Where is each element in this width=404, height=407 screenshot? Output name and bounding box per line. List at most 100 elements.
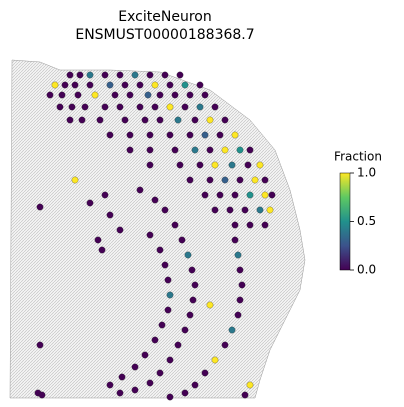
spot (221, 116, 229, 124)
spot (144, 91, 152, 99)
spot (246, 146, 254, 154)
spot (131, 71, 139, 79)
colorbar (339, 172, 351, 271)
spot (66, 71, 74, 79)
spot (236, 266, 244, 274)
spot (238, 281, 246, 289)
spot (246, 221, 254, 229)
spot (211, 103, 219, 111)
spot (106, 211, 114, 219)
spot (106, 381, 114, 389)
spot (236, 296, 244, 304)
spot (136, 103, 144, 111)
spot (78, 116, 86, 124)
spot (164, 276, 172, 284)
spot (36, 203, 44, 211)
spot (66, 116, 74, 124)
colorbar-tick-label: 0.0 (357, 263, 376, 277)
spot (156, 91, 164, 99)
spot (256, 161, 264, 169)
spot (191, 281, 199, 289)
spot (118, 373, 126, 381)
spot (151, 103, 159, 111)
spot (151, 196, 159, 204)
spot (206, 301, 214, 309)
spot (228, 326, 236, 334)
spot (121, 81, 129, 89)
spot (101, 71, 109, 79)
spot (191, 116, 199, 124)
spot (216, 191, 224, 199)
spot (216, 131, 224, 139)
spot (164, 306, 172, 314)
spot (136, 186, 144, 194)
spot (186, 131, 194, 139)
spot (86, 71, 94, 79)
spot (221, 146, 229, 154)
spot (166, 356, 174, 364)
spot (184, 251, 192, 259)
spot (231, 236, 239, 244)
spot (146, 379, 154, 387)
spot (211, 161, 219, 169)
spot (256, 206, 264, 214)
spot (221, 341, 229, 349)
spot (228, 161, 236, 169)
spot (241, 391, 249, 399)
spot (158, 321, 166, 329)
spot (161, 206, 169, 214)
spot (101, 103, 109, 111)
spot (231, 131, 239, 139)
spot (94, 236, 102, 244)
spot (201, 191, 209, 199)
chart-subtitle: ENSMUST00000188368.7 (75, 27, 254, 43)
spot (181, 81, 189, 89)
spot (176, 71, 184, 79)
spot (36, 341, 44, 349)
spot (196, 103, 204, 111)
spot (98, 246, 106, 254)
spot (46, 91, 54, 99)
spot (166, 103, 174, 111)
spot (71, 81, 79, 89)
spot (56, 103, 64, 111)
spot (76, 71, 84, 79)
spot (136, 81, 144, 89)
spot (166, 291, 174, 299)
spot (131, 386, 139, 394)
spot (174, 341, 182, 349)
spot (196, 81, 204, 89)
spot (241, 206, 249, 214)
spot (166, 131, 174, 139)
tissue (9, 59, 306, 399)
spot (201, 369, 209, 377)
spot (186, 91, 194, 99)
spot (236, 146, 244, 154)
spot (221, 176, 229, 184)
spot (261, 191, 269, 199)
spot (161, 71, 169, 79)
spot (68, 103, 76, 111)
spot (161, 261, 169, 269)
spot (186, 176, 194, 184)
spot (266, 206, 274, 214)
spot (246, 191, 254, 199)
spot (141, 351, 149, 359)
spot (111, 91, 119, 99)
spot (126, 146, 134, 154)
spot (226, 206, 234, 214)
spot (166, 81, 174, 89)
spot (81, 103, 89, 111)
spot (131, 363, 139, 371)
spot (121, 116, 129, 124)
spot (38, 391, 46, 399)
spot (176, 161, 184, 169)
spot (268, 191, 276, 199)
spot (146, 71, 154, 79)
spot (156, 369, 164, 377)
spot (206, 176, 214, 184)
spot (188, 266, 196, 274)
spot (86, 199, 94, 207)
spot (116, 226, 124, 234)
